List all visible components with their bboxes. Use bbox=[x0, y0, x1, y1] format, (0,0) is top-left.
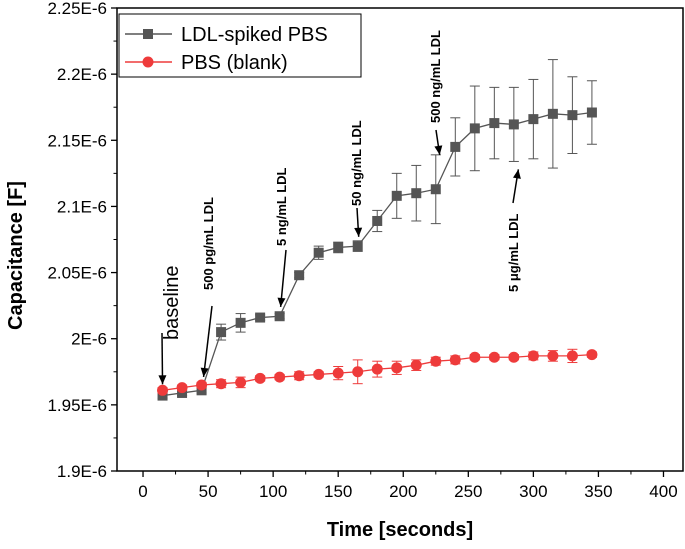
axis-ticks: 0 50 100 150 200 250 300 350 400 1.9E-6 1.95E-6 2E-… bbox=[47, 0, 677, 501]
data-point bbox=[352, 366, 364, 378]
legend-label-pbs: PBS (blank) bbox=[181, 52, 288, 74]
data-point bbox=[469, 351, 481, 363]
y-tick-label: 1.95E-6 bbox=[47, 396, 107, 415]
data-point bbox=[586, 107, 597, 118]
annotation-50ng-arrow bbox=[354, 207, 363, 237]
data-point bbox=[176, 382, 188, 394]
data-point bbox=[411, 188, 422, 199]
x-tick-label: 300 bbox=[519, 482, 547, 501]
annotation-arrow-line bbox=[202, 305, 213, 378]
y-tick-label: 2.1E-6 bbox=[57, 197, 107, 216]
data-point bbox=[215, 378, 227, 390]
annotation-baseline: baseline bbox=[161, 265, 183, 340]
annotation-arrow-line bbox=[279, 249, 287, 307]
x-tick-label: 100 bbox=[259, 482, 287, 501]
data-point bbox=[274, 311, 285, 322]
data-point bbox=[216, 327, 227, 338]
x-axis-label: Time [seconds] bbox=[327, 519, 473, 541]
annotation-baseline-arrow bbox=[158, 332, 167, 385]
data-point bbox=[489, 118, 500, 129]
data-point bbox=[352, 241, 363, 252]
data-point bbox=[547, 350, 559, 362]
x-tick-label: 350 bbox=[584, 482, 612, 501]
annotation-arrowhead bbox=[200, 367, 209, 378]
annotation-arrowhead bbox=[512, 169, 521, 179]
data-point bbox=[391, 190, 402, 201]
series-pbs-blank bbox=[157, 348, 598, 396]
annotation-arrowhead bbox=[354, 227, 363, 237]
data-point bbox=[332, 367, 344, 379]
data-point bbox=[333, 242, 344, 253]
data-point bbox=[371, 363, 383, 375]
series-layer bbox=[157, 59, 598, 401]
data-point bbox=[586, 349, 598, 361]
data-point bbox=[449, 354, 461, 366]
legend-box bbox=[118, 13, 362, 78]
x-tick-label: 200 bbox=[389, 482, 417, 501]
data-point bbox=[372, 215, 383, 226]
data-point bbox=[294, 270, 305, 281]
data-point bbox=[567, 110, 578, 121]
x-tick-label: 400 bbox=[649, 482, 677, 501]
data-point bbox=[450, 141, 461, 152]
data-point bbox=[235, 317, 246, 328]
data-point bbox=[313, 247, 324, 258]
annotation-5ug: 5 μg/mL LDL bbox=[506, 213, 521, 292]
annotation-arrowhead bbox=[277, 297, 286, 307]
y-tick-label: 2.15E-6 bbox=[47, 131, 107, 150]
annotation-500ng: 500 ng/mL LDL bbox=[428, 30, 443, 123]
y-tick-label: 2E-6 bbox=[71, 330, 107, 349]
data-point bbox=[196, 379, 208, 391]
series-line bbox=[162, 111, 593, 397]
data-point bbox=[488, 351, 500, 363]
y-axis-label: Capacitance [F] bbox=[5, 181, 27, 330]
data-point bbox=[430, 355, 442, 367]
x-tick-label: 150 bbox=[324, 482, 352, 501]
annotation-5ug-arrow bbox=[512, 169, 521, 204]
data-point bbox=[508, 119, 519, 130]
data-point bbox=[255, 312, 266, 323]
x-tick-label: 250 bbox=[454, 482, 482, 501]
legend: LDL-spiked PBS PBS (blank) bbox=[118, 13, 362, 78]
legend-marker-pbs bbox=[142, 56, 154, 68]
data-point bbox=[430, 184, 441, 195]
legend-marker-ldl bbox=[143, 29, 153, 39]
data-point bbox=[547, 108, 558, 119]
data-point bbox=[469, 123, 480, 134]
y-tick-label: 2.25E-6 bbox=[47, 0, 107, 18]
annotation-arrowhead bbox=[158, 375, 167, 385]
data-point bbox=[566, 350, 578, 362]
data-point bbox=[410, 359, 422, 371]
legend-label-ldl: LDL-spiked PBS bbox=[181, 24, 328, 46]
annotation-arrowhead bbox=[434, 145, 443, 155]
x-tick-label: 0 bbox=[138, 482, 147, 501]
y-tick-label: 2.05E-6 bbox=[47, 264, 107, 283]
y-tick-label: 2.2E-6 bbox=[57, 65, 107, 84]
data-point bbox=[157, 384, 169, 396]
data-point bbox=[235, 376, 247, 388]
annotation-50ng: 50 ng/mL LDL bbox=[349, 120, 364, 206]
data-point bbox=[527, 350, 539, 362]
y-tick-label: 1.9E-6 bbox=[57, 462, 107, 481]
data-point bbox=[391, 362, 403, 374]
data-point bbox=[274, 371, 286, 383]
x-tick-label: 50 bbox=[199, 482, 218, 501]
data-point bbox=[528, 114, 539, 125]
data-point bbox=[254, 372, 266, 384]
data-point bbox=[313, 368, 325, 380]
data-point bbox=[508, 351, 520, 363]
annotation-5ng: 5 ng/mL LDL bbox=[274, 167, 289, 246]
data-point bbox=[293, 370, 305, 382]
annotation-500ng-arrow bbox=[434, 129, 443, 155]
annotation-5ng-arrow bbox=[277, 249, 287, 307]
annotation-500pg: 500 pg/mL LDL bbox=[201, 197, 216, 290]
annotation-500pg-arrow bbox=[200, 305, 213, 378]
annotations: baseline 500 pg/mL LDL 5 ng/mL LDL 50 ng/mL… bbox=[158, 30, 521, 385]
series-ldl-spiked-pbs bbox=[157, 59, 597, 401]
